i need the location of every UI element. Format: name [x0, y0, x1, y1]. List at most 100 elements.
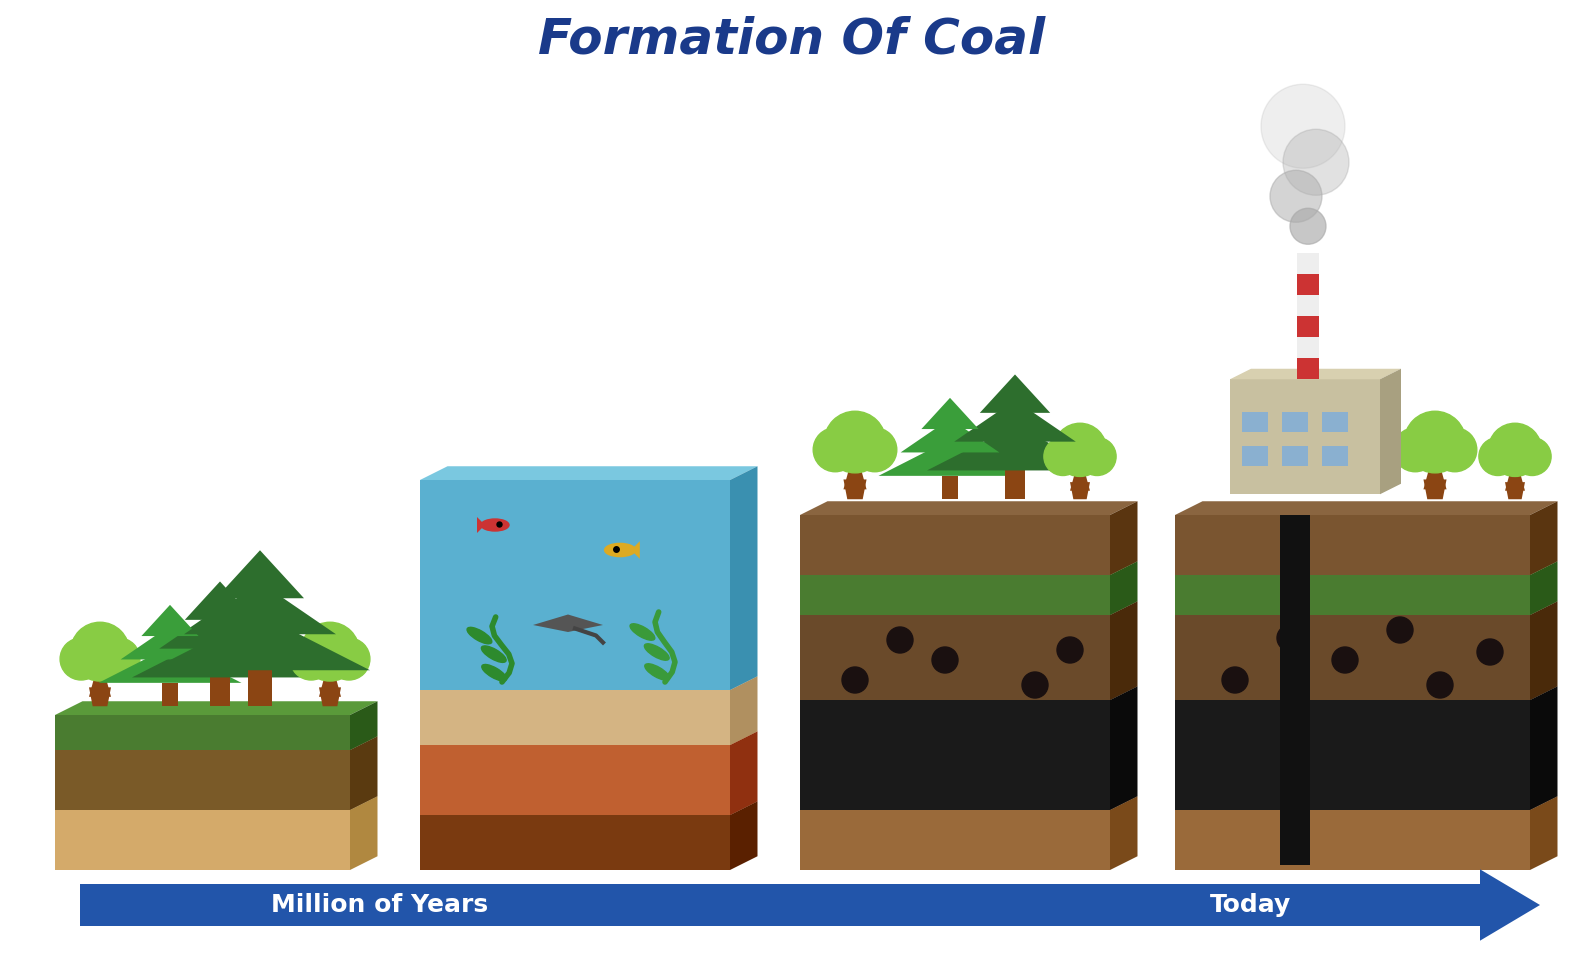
Polygon shape — [1530, 602, 1557, 700]
Polygon shape — [980, 374, 1050, 413]
Ellipse shape — [482, 664, 507, 681]
Polygon shape — [1006, 470, 1025, 499]
Circle shape — [1289, 209, 1326, 244]
Polygon shape — [215, 550, 304, 598]
Polygon shape — [131, 633, 307, 677]
Polygon shape — [98, 647, 241, 683]
Polygon shape — [318, 687, 341, 707]
Polygon shape — [800, 796, 1137, 810]
Polygon shape — [927, 425, 1102, 470]
Polygon shape — [730, 802, 757, 870]
Bar — [1297, 337, 1319, 359]
Text: Formation Of Coal: Formation Of Coal — [539, 16, 1045, 64]
Polygon shape — [184, 582, 336, 634]
Circle shape — [824, 412, 885, 472]
Polygon shape — [954, 400, 1076, 442]
Bar — [1323, 413, 1348, 432]
Circle shape — [1427, 672, 1453, 698]
Polygon shape — [81, 869, 1540, 941]
Polygon shape — [1530, 562, 1557, 615]
Polygon shape — [1530, 501, 1557, 575]
Polygon shape — [420, 480, 730, 690]
Circle shape — [1513, 437, 1551, 475]
Polygon shape — [630, 541, 640, 559]
Polygon shape — [800, 562, 1137, 575]
Polygon shape — [800, 810, 1110, 870]
Polygon shape — [350, 796, 377, 870]
Bar — [1242, 446, 1269, 466]
Polygon shape — [1175, 575, 1530, 615]
Polygon shape — [55, 796, 377, 810]
Polygon shape — [730, 466, 757, 690]
Ellipse shape — [482, 646, 507, 662]
Polygon shape — [1505, 482, 1525, 499]
Circle shape — [1434, 427, 1476, 471]
Circle shape — [813, 427, 857, 471]
Bar — [1297, 317, 1319, 337]
Polygon shape — [800, 575, 1110, 615]
Circle shape — [1022, 672, 1049, 698]
Polygon shape — [1175, 562, 1557, 575]
Polygon shape — [162, 683, 177, 707]
Bar — [1242, 413, 1269, 432]
Polygon shape — [901, 418, 1000, 453]
Polygon shape — [420, 745, 730, 815]
Ellipse shape — [605, 543, 635, 557]
Polygon shape — [800, 615, 1110, 700]
Polygon shape — [420, 690, 730, 745]
Polygon shape — [420, 802, 757, 815]
Bar — [1280, 515, 1310, 865]
Polygon shape — [1110, 686, 1137, 810]
Circle shape — [931, 647, 958, 673]
Polygon shape — [1231, 368, 1400, 379]
Ellipse shape — [645, 644, 668, 661]
Circle shape — [1053, 423, 1107, 476]
Polygon shape — [843, 479, 866, 499]
Ellipse shape — [482, 519, 508, 531]
Polygon shape — [55, 715, 350, 750]
Circle shape — [1261, 84, 1345, 169]
Polygon shape — [89, 678, 111, 697]
Polygon shape — [141, 605, 198, 636]
Polygon shape — [55, 736, 377, 750]
Polygon shape — [55, 702, 377, 715]
Polygon shape — [1110, 796, 1137, 870]
Polygon shape — [211, 677, 230, 707]
Bar — [1297, 295, 1319, 317]
Polygon shape — [477, 517, 485, 533]
Polygon shape — [800, 700, 1110, 810]
Polygon shape — [843, 469, 866, 489]
Circle shape — [1079, 437, 1117, 475]
Polygon shape — [1175, 810, 1530, 870]
Text: Million of Years: Million of Years — [271, 893, 488, 917]
Polygon shape — [1110, 602, 1137, 700]
Circle shape — [290, 638, 333, 680]
Bar — [1297, 359, 1319, 379]
Polygon shape — [350, 736, 377, 810]
Polygon shape — [532, 614, 604, 632]
Polygon shape — [1175, 686, 1557, 700]
Circle shape — [1270, 171, 1323, 222]
Circle shape — [1476, 639, 1503, 665]
Polygon shape — [249, 670, 272, 707]
Bar — [1297, 253, 1319, 274]
Circle shape — [1403, 412, 1465, 472]
Polygon shape — [800, 501, 1137, 515]
Polygon shape — [730, 676, 757, 745]
Polygon shape — [1530, 796, 1557, 870]
Polygon shape — [1175, 501, 1557, 515]
Circle shape — [887, 627, 912, 653]
Circle shape — [71, 622, 130, 681]
Circle shape — [98, 638, 139, 680]
Polygon shape — [185, 581, 255, 620]
Circle shape — [852, 427, 897, 471]
Polygon shape — [318, 678, 341, 697]
Polygon shape — [1110, 562, 1137, 615]
Polygon shape — [1380, 368, 1400, 494]
Circle shape — [328, 638, 371, 680]
Polygon shape — [55, 810, 350, 870]
Polygon shape — [800, 602, 1137, 615]
Polygon shape — [120, 625, 220, 660]
Polygon shape — [800, 515, 1110, 575]
Polygon shape — [730, 731, 757, 815]
